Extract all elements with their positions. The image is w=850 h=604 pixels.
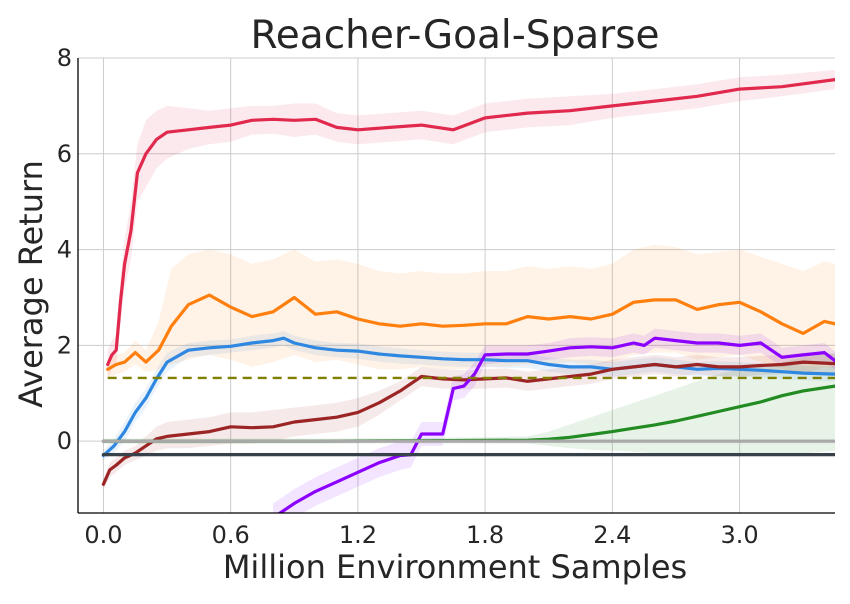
series-line-3: [101, 336, 835, 458]
y-tick-label: 6: [57, 140, 72, 168]
x-tick-label: 2.4: [593, 521, 631, 549]
y-tick-label: 8: [57, 44, 72, 72]
y-tick-label: 0: [57, 427, 72, 455]
series-line-4: [101, 360, 835, 486]
series-line-5: [277, 336, 835, 513]
confidence-bands: [103, 70, 835, 513]
x-axis-label: Million Environment Samples: [223, 548, 687, 586]
confidence-band-1: [107, 70, 835, 379]
confidence-band-6: [103, 352, 835, 456]
y-axis-label: Average Return: [12, 160, 50, 408]
series-lines: [101, 77, 835, 513]
confidence-band-5: [273, 328, 835, 513]
confidence-band-2: [107, 244, 835, 379]
axes: [77, 58, 835, 514]
x-tick-label: 1.2: [339, 521, 377, 549]
y-tick-label: 2: [57, 331, 72, 359]
x-tick-label: 3.0: [720, 521, 758, 549]
x-tick-label: 1.8: [466, 521, 504, 549]
x-tick-label: 0.6: [212, 521, 250, 549]
series-line-1: [106, 77, 835, 367]
y-tick-label: 4: [57, 236, 72, 264]
chart-title: Reacher-Goal-Sparse: [250, 13, 659, 58]
series-line-2: [106, 293, 835, 371]
tick-labels: 0.0 0.6 1.2 1.8 2.4 3.0 0 2 4 6 8: [57, 44, 759, 549]
x-tick-label: 0.0: [84, 521, 122, 549]
